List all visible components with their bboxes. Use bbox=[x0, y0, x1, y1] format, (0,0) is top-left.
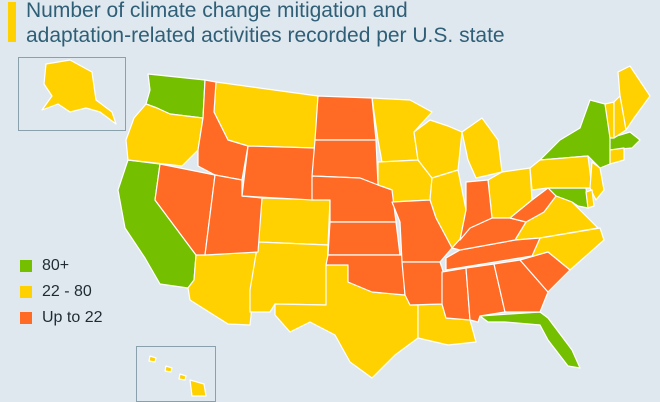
state-arizona bbox=[187, 251, 259, 326]
state-utah bbox=[204, 174, 263, 256]
state-pennsylvania bbox=[529, 155, 593, 191]
state-oregon bbox=[125, 103, 204, 167]
state-new-mexico bbox=[249, 241, 329, 313]
state-massachusetts bbox=[609, 131, 641, 151]
state-arkansas bbox=[401, 261, 447, 306]
state-indiana bbox=[459, 179, 493, 241]
legend-swatch-mid bbox=[20, 286, 32, 298]
state-north-dakota bbox=[314, 95, 377, 141]
state-kansas bbox=[327, 221, 401, 256]
state-missouri bbox=[391, 199, 453, 263]
legend-label-high: 80+ bbox=[42, 257, 70, 274]
state-wyoming bbox=[241, 145, 316, 201]
state-hawaii bbox=[148, 355, 207, 397]
state-south-carolina bbox=[519, 251, 571, 293]
state-michigan bbox=[461, 117, 503, 179]
map-title: Number of climate change mitigation and … bbox=[26, 0, 646, 48]
state-new-hampshire bbox=[613, 95, 627, 139]
legend-label-mid: 22 - 80 bbox=[42, 283, 92, 300]
state-delaware bbox=[585, 189, 595, 209]
legend-item-high: 80+ bbox=[20, 253, 102, 279]
legend-item-low: Up to 22 bbox=[20, 305, 102, 331]
state-florida bbox=[479, 311, 581, 369]
legend: 80+ 22 - 80 Up to 22 bbox=[20, 253, 102, 331]
state-georgia bbox=[493, 259, 549, 313]
state-nevada bbox=[154, 163, 216, 256]
state-wisconsin bbox=[413, 119, 463, 179]
state-alaska bbox=[41, 59, 117, 125]
legend-swatch-high bbox=[20, 260, 32, 272]
states-layer bbox=[41, 59, 651, 397]
state-west-virginia bbox=[509, 187, 557, 223]
legend-item-mid: 22 - 80 bbox=[20, 279, 102, 305]
alaska-inset-frame bbox=[18, 57, 126, 131]
legend-label-low: Up to 22 bbox=[42, 309, 103, 326]
state-new-jersey bbox=[589, 161, 605, 201]
title-line-1: Number of climate change mitigation and bbox=[26, 0, 408, 22]
title-line-2: adaptation-related activities recorded p… bbox=[26, 24, 505, 47]
state-colorado bbox=[257, 197, 331, 246]
state-montana bbox=[213, 81, 319, 149]
state-mississippi bbox=[441, 267, 471, 321]
title-accent-bar bbox=[8, 2, 16, 42]
legend-swatch-low bbox=[20, 312, 32, 324]
state-connecticut bbox=[609, 147, 625, 165]
